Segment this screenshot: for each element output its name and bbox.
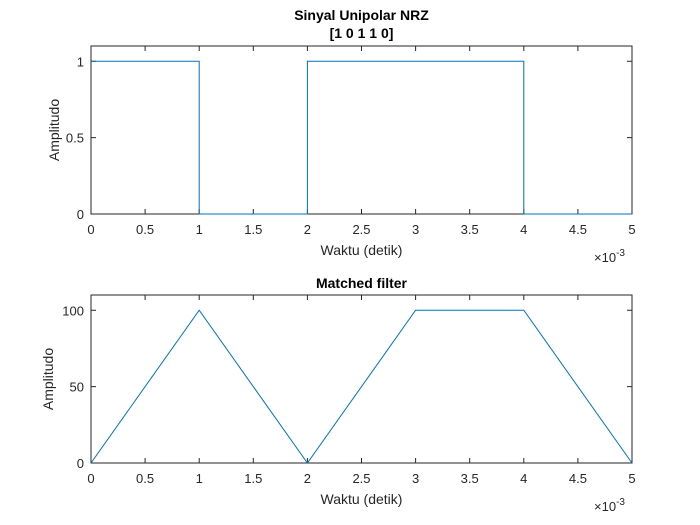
- series-group: [90, 309, 633, 464]
- y-tick-label: 0.5: [66, 131, 84, 146]
- x-tick-label: 3.5: [461, 471, 479, 486]
- x-tick-label: 2: [304, 471, 311, 486]
- x-tick-label: 3.5: [461, 222, 479, 237]
- x-tick-label: 1: [196, 222, 203, 237]
- x-tick-label: 4.5: [569, 222, 587, 237]
- y-tick-label: 0: [77, 456, 84, 471]
- x-tick-label: 5: [628, 222, 635, 237]
- matched-filter-plot: Matched filter Waktu (detik) Amplitudo ×…: [40, 275, 636, 514]
- series-line: [91, 60, 632, 215]
- x-tick-label: 0: [87, 471, 94, 486]
- x-tick-label: 2: [304, 222, 311, 237]
- x-exponent-label: ×10-3: [594, 497, 625, 514]
- y-axis-label: Amplitudo: [40, 348, 56, 410]
- x-tick-label: 0.5: [136, 471, 154, 486]
- x-tick-label: 0.5: [136, 222, 154, 237]
- series-line: [90, 309, 633, 464]
- x-tick-label: 4: [520, 222, 527, 237]
- y-tick-label: 1: [77, 54, 84, 69]
- y-axis-label: Amplitudo: [46, 99, 62, 161]
- chart-title: Sinyal Unipolar NRZ: [294, 7, 429, 23]
- x-tick-label: 5: [628, 471, 635, 486]
- y-tick-label: 100: [62, 303, 84, 318]
- x-axis-label: Waktu (detik): [321, 242, 403, 258]
- x-tick-label: 1: [196, 471, 203, 486]
- x-tick-label: 4: [520, 471, 527, 486]
- x-tick-label: 1.5: [244, 471, 262, 486]
- y-tick-label: 0: [77, 207, 84, 222]
- x-exponent-label: ×10-3: [594, 248, 625, 265]
- x-tick-label: 2.5: [352, 222, 370, 237]
- chart-title: Matched filter: [316, 275, 408, 291]
- nrz-signal-plot: Sinyal Unipolar NRZ [1 0 1 1 0] Waktu (d…: [46, 7, 636, 265]
- x-tick-label: 4.5: [569, 471, 587, 486]
- series-group: [91, 60, 632, 215]
- plot-area: [90, 45, 633, 215]
- x-tick-label: 0: [87, 222, 94, 237]
- x-tick-label: 2.5: [352, 471, 370, 486]
- x-tick-label: 1.5: [244, 222, 262, 237]
- axis-ticks: 0 0.5 1 1.5 2 2.5 3 3.5 4 4.5 5 0 0.5 1: [66, 46, 636, 237]
- chart-subtitle: [1 0 1 1 0]: [330, 25, 394, 41]
- x-axis-label: Waktu (detik): [321, 491, 403, 507]
- x-tick-label: 3: [412, 471, 419, 486]
- x-tick-label: 3: [412, 222, 419, 237]
- y-tick-label: 50: [70, 380, 84, 395]
- plot-area: [90, 294, 633, 464]
